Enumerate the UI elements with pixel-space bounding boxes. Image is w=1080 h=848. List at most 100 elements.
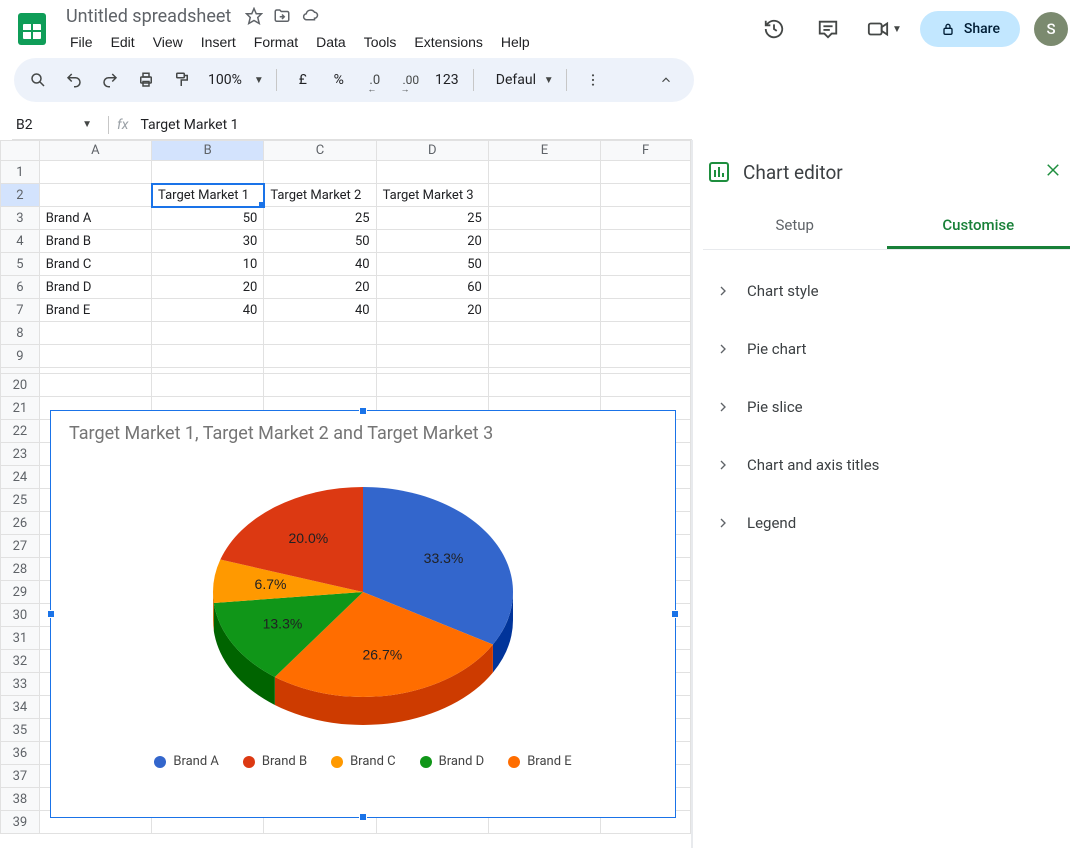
row-header[interactable]: 20 (1, 374, 40, 397)
cell[interactable]: Brand C (39, 253, 151, 276)
row-header[interactable]: 21 (1, 397, 40, 420)
cell[interactable]: Target Market 2 (264, 184, 376, 207)
row-header[interactable]: 7 (1, 299, 40, 322)
cell[interactable] (601, 374, 691, 397)
tab-customise[interactable]: Customise (887, 204, 1071, 249)
menu-tools[interactable]: Tools (356, 30, 405, 54)
cell[interactable] (39, 184, 151, 207)
cell[interactable] (601, 276, 691, 299)
row-header[interactable]: 34 (1, 696, 40, 719)
share-button[interactable]: Share (920, 11, 1020, 47)
row-header[interactable]: 9 (1, 345, 40, 368)
cell[interactable] (601, 253, 691, 276)
col-header[interactable]: D (376, 141, 488, 161)
accordion-pie-chart[interactable]: Pie chart (703, 320, 1070, 378)
cell[interactable]: 50 (264, 230, 376, 253)
cell[interactable]: Brand A (39, 207, 151, 230)
cell[interactable]: 20 (376, 230, 488, 253)
accordion-legend[interactable]: Legend (703, 494, 1070, 552)
cell[interactable] (601, 207, 691, 230)
cell[interactable]: Brand D (39, 276, 151, 299)
cell[interactable] (488, 345, 600, 368)
cell[interactable]: 25 (376, 207, 488, 230)
chevron-down-icon[interactable]: ▼ (544, 75, 554, 86)
font-select[interactable]: Defaul... (486, 72, 536, 88)
format-123[interactable]: 123 (433, 66, 461, 94)
row-header[interactable]: 36 (1, 742, 40, 765)
cell[interactable] (488, 184, 600, 207)
doc-title[interactable]: Untitled spreadsheet (62, 5, 235, 28)
row-header[interactable]: 29 (1, 581, 40, 604)
cell[interactable] (152, 161, 264, 184)
cell[interactable]: 10 (152, 253, 264, 276)
cell[interactable]: 25 (264, 207, 376, 230)
cell[interactable] (152, 374, 264, 397)
col-header[interactable]: C (264, 141, 376, 161)
resize-handle[interactable] (359, 407, 367, 415)
menu-edit[interactable]: Edit (103, 30, 143, 54)
formula-input[interactable]: Target Market 1 (140, 117, 238, 133)
cell[interactable]: 40 (264, 253, 376, 276)
row-header[interactable]: 8 (1, 322, 40, 345)
cell[interactable] (376, 345, 488, 368)
row-header[interactable]: 2 (1, 184, 40, 207)
close-icon[interactable] (1044, 161, 1062, 183)
cell[interactable] (39, 161, 151, 184)
cell[interactable] (488, 207, 600, 230)
cell[interactable] (601, 230, 691, 253)
cell[interactable]: Target Market 1 (152, 184, 264, 207)
cell[interactable]: Target Market 3 (376, 184, 488, 207)
cell[interactable] (488, 253, 600, 276)
row-header[interactable]: 5 (1, 253, 40, 276)
row-header[interactable]: 38 (1, 788, 40, 811)
row-header[interactable]: 4 (1, 230, 40, 253)
cell[interactable] (152, 322, 264, 345)
cell[interactable] (39, 345, 151, 368)
menu-help[interactable]: Help (493, 30, 538, 54)
cell[interactable]: 40 (264, 299, 376, 322)
row-header[interactable]: 24 (1, 466, 40, 489)
row-header[interactable]: 23 (1, 443, 40, 466)
cell[interactable] (488, 322, 600, 345)
paint-format-icon[interactable] (168, 66, 196, 94)
cell[interactable] (488, 230, 600, 253)
row-header[interactable]: 27 (1, 535, 40, 558)
cloud-icon[interactable] (301, 7, 319, 25)
currency-button[interactable]: £ (289, 66, 317, 94)
cell[interactable] (488, 161, 600, 184)
row-header[interactable]: 31 (1, 627, 40, 650)
print-icon[interactable] (132, 66, 160, 94)
collapse-toolbar-icon[interactable] (652, 66, 680, 94)
col-header[interactable]: B (152, 141, 264, 161)
row-header[interactable]: 35 (1, 719, 40, 742)
cell[interactable] (601, 322, 691, 345)
undo-icon[interactable] (60, 66, 88, 94)
row-header[interactable]: 33 (1, 673, 40, 696)
cell[interactable]: 60 (376, 276, 488, 299)
menu-insert[interactable]: Insert (193, 30, 244, 54)
menu-extensions[interactable]: Extensions (406, 30, 490, 54)
resize-handle[interactable] (671, 610, 679, 618)
chart[interactable]: Target Market 1, Target Market 2 and Tar… (50, 410, 676, 818)
cell[interactable] (264, 161, 376, 184)
cell[interactable] (376, 374, 488, 397)
cell[interactable] (601, 184, 691, 207)
resize-handle[interactable] (359, 813, 367, 821)
search-icon[interactable] (24, 66, 52, 94)
percent-button[interactable]: % (325, 66, 353, 94)
row-header[interactable]: 39 (1, 811, 40, 834)
cell[interactable] (376, 161, 488, 184)
sheets-logo[interactable] (12, 9, 52, 49)
cell[interactable] (376, 322, 488, 345)
row-header[interactable]: 28 (1, 558, 40, 581)
cell[interactable] (264, 374, 376, 397)
tab-setup[interactable]: Setup (703, 204, 887, 249)
cell[interactable] (488, 374, 600, 397)
comments-icon[interactable] (808, 9, 848, 49)
zoom-level[interactable]: 100% (204, 72, 246, 88)
cell[interactable]: 20 (376, 299, 488, 322)
increase-decimals-icon[interactable]: .00→ (397, 66, 425, 94)
cell[interactable] (601, 345, 691, 368)
cell[interactable] (152, 345, 264, 368)
row-header[interactable]: 25 (1, 489, 40, 512)
